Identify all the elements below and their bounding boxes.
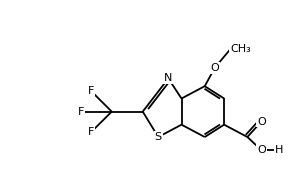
Text: O: O xyxy=(210,63,219,73)
Text: H: H xyxy=(274,145,283,155)
Text: O: O xyxy=(257,145,266,155)
Text: O: O xyxy=(257,117,266,127)
Text: F: F xyxy=(88,86,94,96)
Text: F: F xyxy=(88,127,94,137)
Text: S: S xyxy=(155,132,162,142)
Text: F: F xyxy=(77,107,84,117)
Text: N: N xyxy=(164,74,173,84)
Text: CH₃: CH₃ xyxy=(230,44,251,54)
